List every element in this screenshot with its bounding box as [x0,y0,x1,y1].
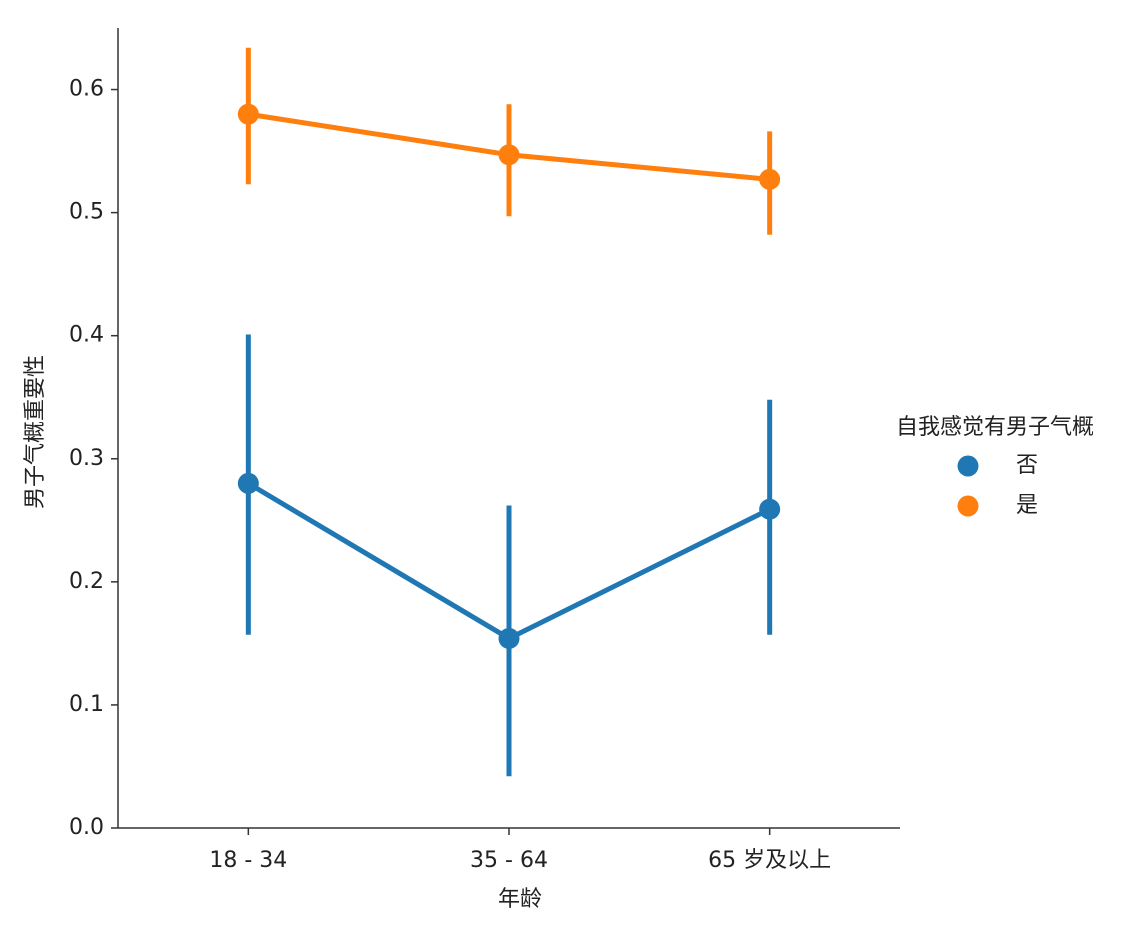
x-tick-label: 18 - 34 [209,848,287,873]
y-tick-label: 0.4 [69,323,104,348]
y-tick-label: 0.3 [69,446,104,471]
point [759,498,781,520]
x-tick-label: 35 - 64 [470,848,548,873]
point [237,103,259,125]
y-axis-label: 男子气概重要性 [23,355,48,509]
y-tick-label: 0.5 [69,200,104,225]
y-tick-label: 0.0 [69,815,104,840]
y-tick-label: 0.2 [69,569,104,594]
legend-marker [957,455,979,477]
point [498,144,520,166]
point [498,627,520,649]
legend-label: 否 [1016,453,1038,478]
x-axis-label: 年龄 [498,887,542,912]
legend-title: 自我感觉有男子气概 [896,415,1094,440]
point [237,472,259,494]
y-tick-label: 0.1 [69,692,104,717]
x-tick-label: 65 岁及以上 [708,848,831,873]
legend-marker [957,495,979,517]
point [759,168,781,190]
legend-label: 是 [1016,493,1038,518]
y-tick-label: 0.6 [69,77,104,102]
